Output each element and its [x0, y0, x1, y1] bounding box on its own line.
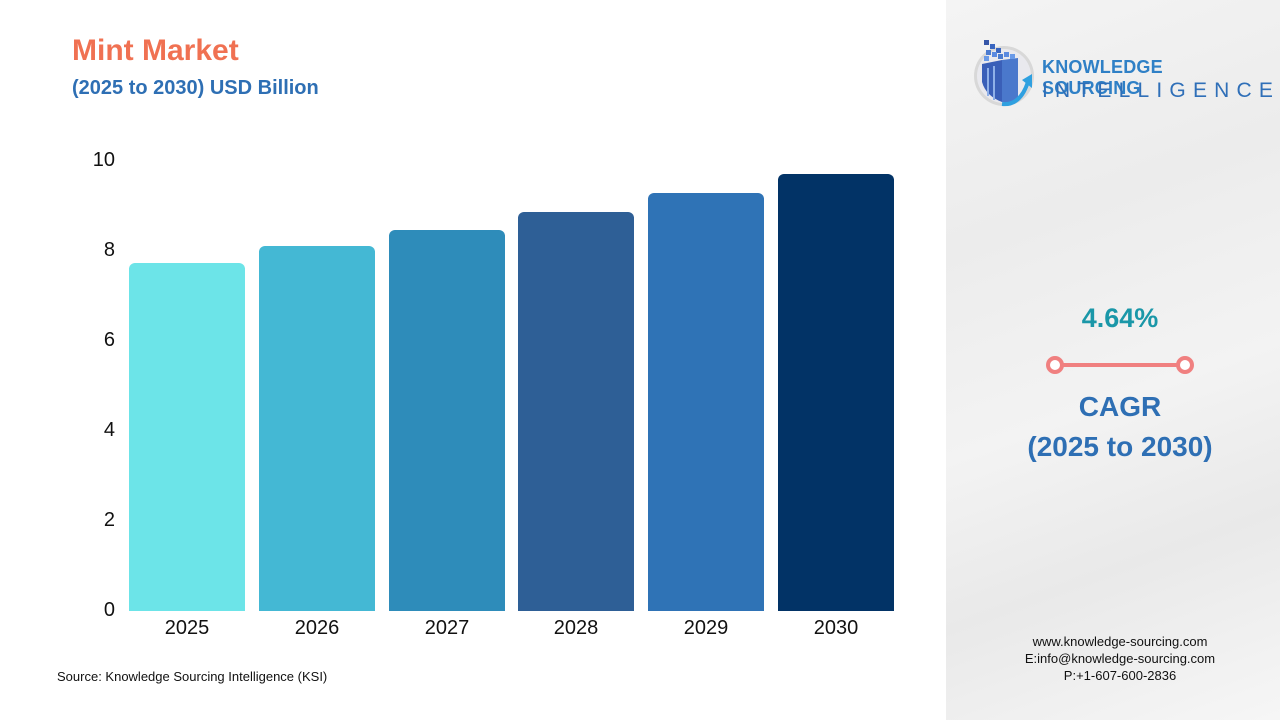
- x-tick-2029: 2029: [683, 617, 729, 639]
- cagr-label: CAGR: [1078, 391, 1162, 422]
- x-tick-2025: 2025: [164, 617, 210, 639]
- chart-panel: Mint Market (2025 to 2030) USD Billion 1…: [57, 34, 894, 684]
- x-tick-2030: 2030: [813, 617, 859, 639]
- contact-phone: P:+1-607-600-2836: [1063, 668, 1177, 683]
- company-logo: KNOWLEDGE SOURCING INTELLIGENCE: [972, 30, 1273, 110]
- y-tick-10: 10: [92, 149, 115, 171]
- cagr-period: (2025 to 2030): [1027, 431, 1213, 462]
- source-note: Source: Knowledge Sourcing Intelligence …: [57, 669, 328, 684]
- x-tick-2028: 2028: [553, 617, 599, 639]
- y-tick-4: 4: [103, 419, 115, 441]
- x-tick-2027: 2027: [424, 617, 470, 639]
- cagr-connector-icon: [1046, 356, 1194, 374]
- y-tick-6: 6: [103, 329, 115, 351]
- bar-2027: [389, 229, 505, 611]
- chart-subtitle: (2025 to 2030) USD Billion: [72, 77, 319, 99]
- bar-2029: [648, 192, 764, 611]
- y-tick-0: 0: [103, 599, 115, 621]
- contact-website: www.knowledge-sourcing.com: [1032, 634, 1208, 649]
- summary-panel: [946, 0, 1280, 720]
- contact-email: E:info@knowledge-sourcing.com: [1024, 651, 1216, 666]
- x-tick-2026: 2026: [294, 617, 340, 639]
- logo-text-line1: KNOWLEDGE SOURCING: [1042, 57, 1163, 98]
- y-tick-8: 8: [103, 239, 115, 261]
- chart-title: Mint Market: [72, 34, 239, 67]
- bar-2026: [259, 246, 375, 611]
- logo-icon: [974, 40, 1034, 107]
- y-tick-2: 2: [103, 509, 115, 531]
- logo-text-line2: INTELLIGENCE: [1042, 79, 1280, 102]
- bar-2028: [518, 211, 634, 611]
- bar-2025: [129, 263, 245, 611]
- cagr-value: 4.64%: [1081, 303, 1159, 333]
- bar-2030: [778, 174, 894, 611]
